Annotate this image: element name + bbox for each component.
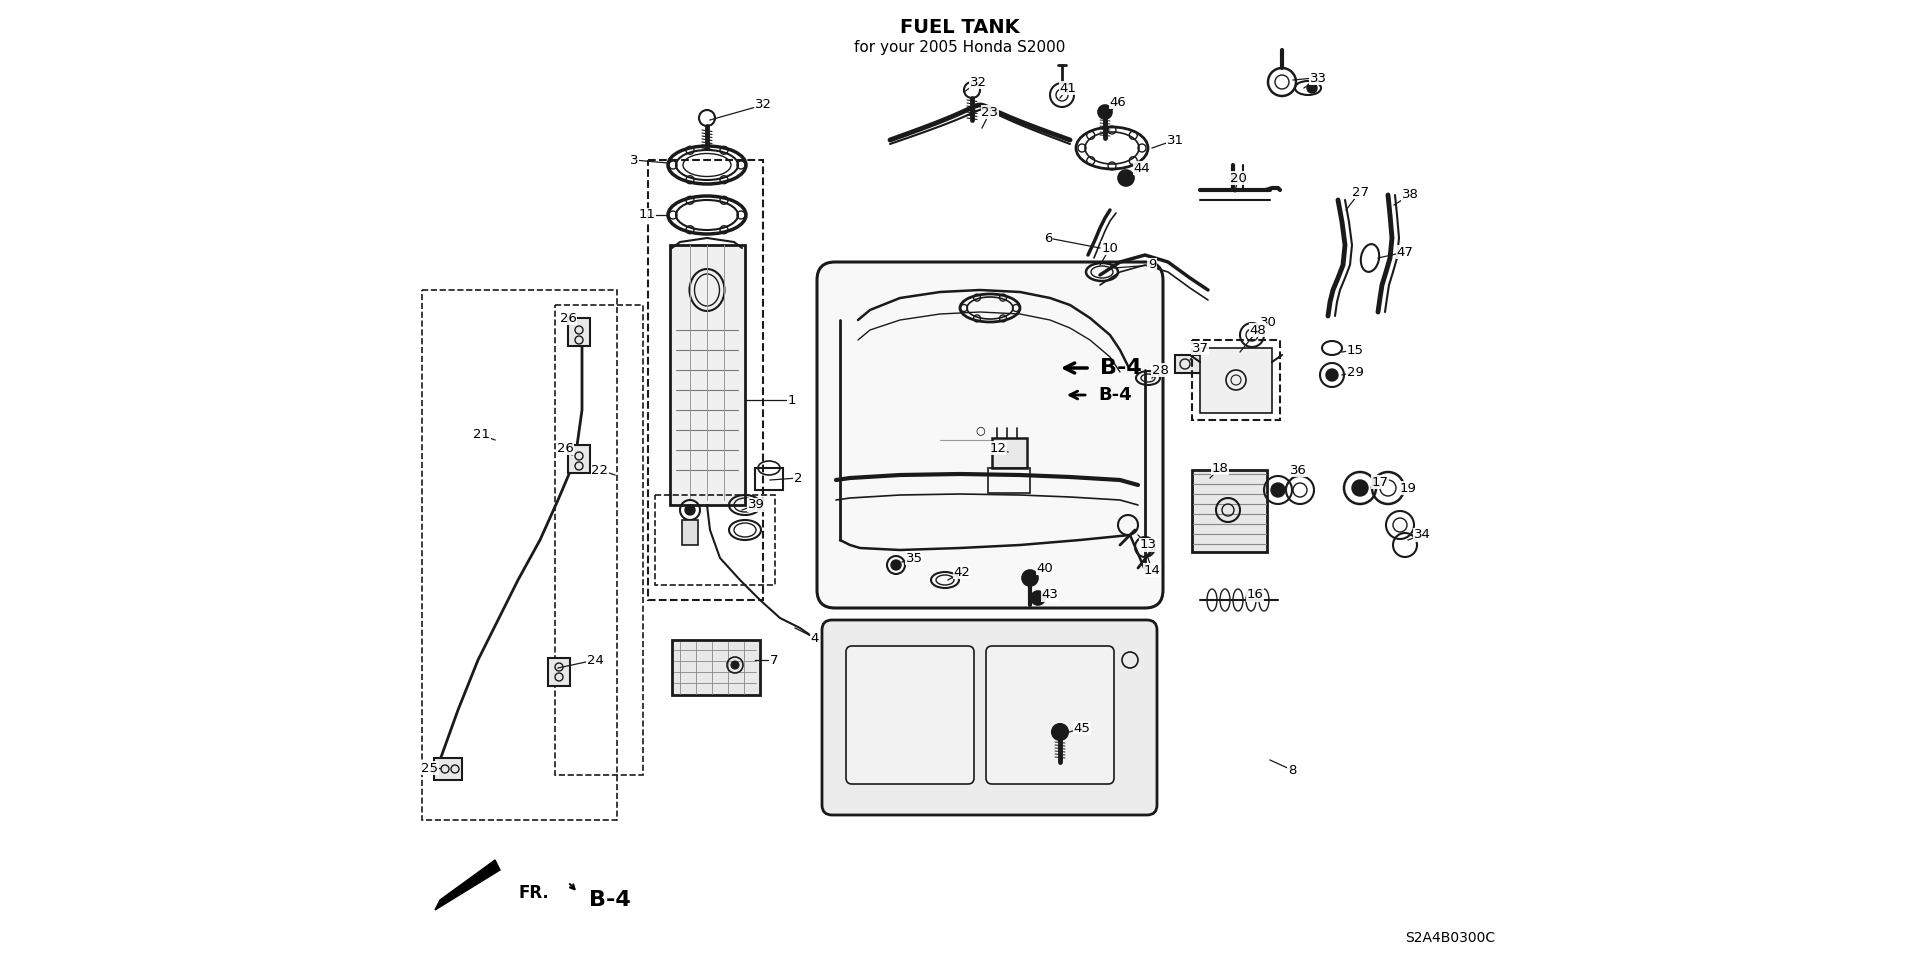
Text: 31: 31 bbox=[1167, 133, 1183, 147]
Bar bbox=[672, 640, 760, 695]
FancyBboxPatch shape bbox=[822, 620, 1158, 815]
Text: 19: 19 bbox=[1400, 482, 1417, 494]
Text: 18: 18 bbox=[1212, 462, 1229, 474]
Text: ○: ○ bbox=[975, 425, 985, 435]
Text: 22: 22 bbox=[591, 464, 609, 476]
Bar bbox=[434, 758, 463, 780]
Circle shape bbox=[732, 661, 739, 669]
Circle shape bbox=[1271, 483, 1284, 497]
Text: 2: 2 bbox=[793, 471, 803, 485]
Bar bbox=[851, 650, 970, 780]
Circle shape bbox=[1031, 591, 1044, 605]
Text: 7: 7 bbox=[770, 654, 778, 666]
Text: 45: 45 bbox=[1073, 722, 1091, 734]
Text: B-4: B-4 bbox=[589, 890, 632, 910]
Circle shape bbox=[891, 560, 900, 570]
Text: FR.: FR. bbox=[518, 884, 549, 902]
Text: 41: 41 bbox=[1060, 82, 1077, 94]
Circle shape bbox=[1308, 83, 1317, 93]
Text: 21: 21 bbox=[474, 428, 490, 442]
Bar bbox=[755, 468, 783, 490]
Text: 6: 6 bbox=[1044, 231, 1052, 245]
Text: B-4: B-4 bbox=[1100, 358, 1142, 378]
Bar bbox=[649, 160, 762, 600]
Text: 27: 27 bbox=[1352, 185, 1369, 199]
Text: 1: 1 bbox=[787, 394, 797, 406]
Circle shape bbox=[1098, 105, 1112, 119]
Circle shape bbox=[685, 505, 695, 515]
Text: 13: 13 bbox=[1139, 539, 1156, 551]
Text: 17: 17 bbox=[1371, 475, 1388, 489]
Circle shape bbox=[1327, 369, 1338, 381]
Text: 28: 28 bbox=[1152, 364, 1169, 376]
Text: 29: 29 bbox=[1346, 366, 1363, 378]
Bar bbox=[682, 520, 699, 545]
Text: 3: 3 bbox=[630, 154, 637, 166]
Text: for your 2005 Honda S2000: for your 2005 Honda S2000 bbox=[854, 40, 1066, 55]
Bar bbox=[991, 650, 1110, 780]
Polygon shape bbox=[436, 860, 499, 910]
Circle shape bbox=[1352, 480, 1369, 496]
Text: 15: 15 bbox=[1346, 344, 1363, 356]
Text: 24: 24 bbox=[588, 654, 603, 666]
Text: 20: 20 bbox=[1229, 172, 1246, 184]
Text: 26: 26 bbox=[557, 442, 574, 454]
Text: 26: 26 bbox=[559, 311, 576, 324]
Bar bbox=[670, 245, 745, 505]
Bar bbox=[655, 495, 776, 585]
Bar bbox=[1192, 470, 1267, 552]
Text: 34: 34 bbox=[1413, 529, 1430, 541]
Text: S2A4B0300C: S2A4B0300C bbox=[1405, 931, 1496, 945]
Text: 47: 47 bbox=[1396, 246, 1413, 258]
Text: 37: 37 bbox=[1192, 342, 1208, 354]
Text: 4: 4 bbox=[810, 632, 820, 644]
Circle shape bbox=[1117, 170, 1135, 186]
Bar bbox=[993, 438, 1027, 468]
Text: 25: 25 bbox=[422, 761, 438, 775]
FancyBboxPatch shape bbox=[987, 646, 1114, 784]
Text: 33: 33 bbox=[1309, 71, 1327, 84]
Text: FUEL TANK: FUEL TANK bbox=[900, 18, 1020, 37]
Bar bbox=[547, 658, 570, 686]
Text: 32: 32 bbox=[755, 99, 772, 111]
Circle shape bbox=[1052, 724, 1068, 740]
Text: 43: 43 bbox=[1041, 588, 1058, 602]
Text: 9: 9 bbox=[1148, 258, 1156, 272]
Bar bbox=[1200, 348, 1273, 413]
FancyBboxPatch shape bbox=[847, 646, 973, 784]
Text: 23: 23 bbox=[981, 106, 998, 118]
Text: 14: 14 bbox=[1144, 564, 1160, 577]
Text: 16: 16 bbox=[1246, 588, 1263, 602]
Bar bbox=[555, 305, 643, 775]
Text: 38: 38 bbox=[1402, 188, 1419, 202]
Text: 40: 40 bbox=[1037, 562, 1054, 574]
FancyBboxPatch shape bbox=[818, 262, 1164, 608]
Text: B-4: B-4 bbox=[1098, 386, 1131, 404]
Text: 11: 11 bbox=[639, 208, 655, 222]
Bar bbox=[1175, 355, 1210, 373]
Text: 32: 32 bbox=[970, 76, 987, 88]
Text: 48: 48 bbox=[1250, 324, 1267, 337]
Text: 44: 44 bbox=[1133, 161, 1150, 175]
Circle shape bbox=[1021, 570, 1039, 586]
Text: 39: 39 bbox=[747, 498, 764, 512]
Text: 35: 35 bbox=[906, 551, 922, 564]
Bar bbox=[989, 468, 1029, 493]
Text: 10: 10 bbox=[1102, 242, 1119, 254]
Bar bbox=[568, 445, 589, 473]
Bar bbox=[422, 290, 616, 820]
Text: 12: 12 bbox=[989, 442, 1006, 454]
Text: 46: 46 bbox=[1110, 95, 1127, 108]
Bar bbox=[1192, 340, 1281, 420]
Text: 5: 5 bbox=[1309, 71, 1319, 84]
Text: 42: 42 bbox=[954, 565, 970, 579]
Text: 36: 36 bbox=[1290, 464, 1306, 476]
Text: 30: 30 bbox=[1260, 316, 1277, 328]
Bar bbox=[568, 318, 589, 346]
Text: 8: 8 bbox=[1288, 763, 1296, 777]
